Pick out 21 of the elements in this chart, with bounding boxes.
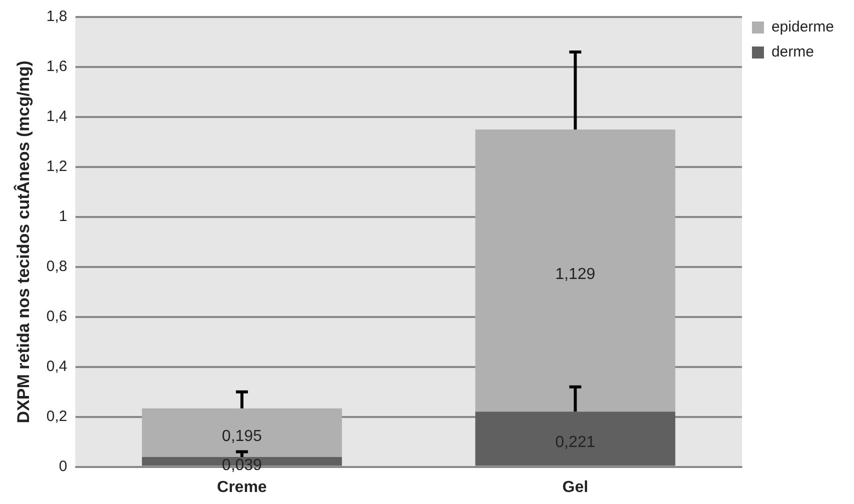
bar xyxy=(475,129,676,412)
y-tick-label: 1,4 xyxy=(46,108,68,126)
y-axis-title: DXPM retida nos tecidos cutÂneos (mcg/mg) xyxy=(12,60,33,424)
y-tick-label: 0,8 xyxy=(46,258,68,276)
y-tick-label: 1 xyxy=(58,208,68,226)
legend-label: derme xyxy=(771,44,814,61)
x-tick-label: Gel xyxy=(562,478,588,496)
y-tick-label: 1,2 xyxy=(46,158,68,176)
y-tick-label: 1,8 xyxy=(46,8,68,26)
data-label: 0,221 xyxy=(555,434,596,452)
data-label: 0,195 xyxy=(222,428,262,446)
y-tick-label: 0,4 xyxy=(46,358,68,375)
y-tick-label: 0,6 xyxy=(46,308,68,326)
bar xyxy=(142,408,342,458)
y-tick-label: 0 xyxy=(58,458,68,475)
y-tick-label: 0,2 xyxy=(46,408,68,425)
bar xyxy=(475,412,676,466)
x-tick-label: Creme xyxy=(217,478,267,496)
legend-label: epiderme xyxy=(771,18,834,36)
data-label: 1,129 xyxy=(555,266,596,283)
y-tick-label: 1,6 xyxy=(46,58,68,76)
